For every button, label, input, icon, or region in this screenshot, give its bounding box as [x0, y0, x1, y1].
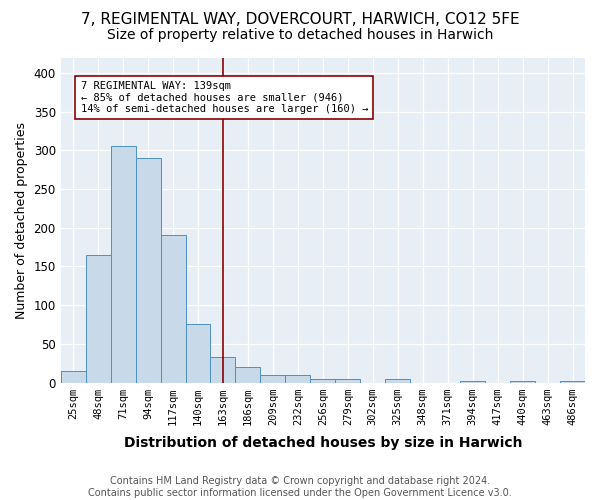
Bar: [61, 371, 86, 382]
Text: 7, REGIMENTAL WAY, DOVERCOURT, HARWICH, CO12 5FE: 7, REGIMENTAL WAY, DOVERCOURT, HARWICH, …: [80, 12, 520, 28]
Bar: [161, 236, 185, 382]
Text: Contains HM Land Registry data © Crown copyright and database right 2024.
Contai: Contains HM Land Registry data © Crown c…: [88, 476, 512, 498]
Bar: [110, 146, 136, 382]
Bar: [136, 158, 161, 382]
Bar: [260, 375, 286, 382]
Bar: [510, 381, 535, 382]
Bar: [560, 381, 585, 382]
Y-axis label: Number of detached properties: Number of detached properties: [15, 122, 28, 318]
Bar: [310, 380, 335, 382]
Text: 7 REGIMENTAL WAY: 139sqm
← 85% of detached houses are smaller (946)
14% of semi-: 7 REGIMENTAL WAY: 139sqm ← 85% of detach…: [80, 80, 368, 114]
X-axis label: Distribution of detached houses by size in Harwich: Distribution of detached houses by size …: [124, 436, 522, 450]
Bar: [460, 381, 485, 382]
Bar: [385, 380, 410, 382]
Text: Size of property relative to detached houses in Harwich: Size of property relative to detached ho…: [107, 28, 493, 42]
Bar: [185, 324, 211, 382]
Bar: [211, 357, 235, 382]
Bar: [335, 378, 360, 382]
Bar: [235, 367, 260, 382]
Bar: [286, 375, 310, 382]
Bar: [86, 255, 110, 382]
